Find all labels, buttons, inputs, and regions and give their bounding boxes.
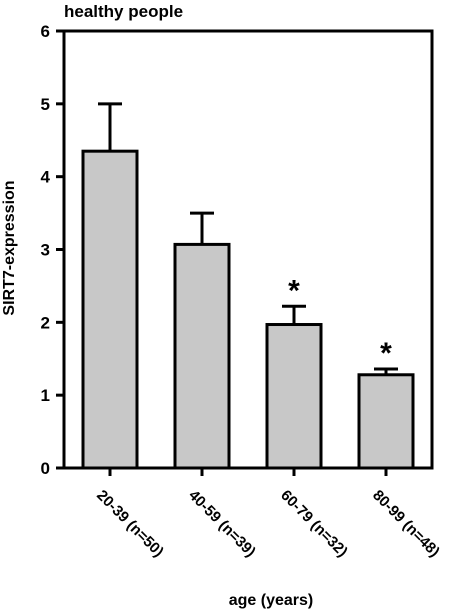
y-tick-label: 3 (41, 241, 50, 260)
category-label: 40-59 (n=39) (185, 487, 259, 561)
x-axis-label: age (years) (229, 592, 314, 609)
category-label: 60-79 (n=32) (277, 487, 351, 561)
y-axis-label: SIRT7-expression (1, 180, 18, 315)
category-label: 20-39 (n=50) (93, 487, 167, 561)
significance-asterisk: * (288, 274, 300, 307)
y-tick-label: 4 (41, 168, 51, 187)
category-label: 80-99 (n=48) (369, 487, 443, 561)
bar (173, 242, 231, 470)
bars (81, 149, 415, 470)
y-axis-ticks: 0 1 2 3 4 5 6 (41, 22, 64, 478)
y-tick-label: 1 (41, 386, 50, 405)
category-labels: 20-39 (n=50) 40-59 (n=39) 60-79 (n=32) 80-9… (93, 487, 443, 561)
significance-asterisk: * (380, 337, 392, 370)
chart-title: healthy people (64, 2, 183, 21)
plot-frame (62, 29, 434, 470)
error-bars (98, 102, 398, 375)
y-tick-label: 6 (41, 22, 50, 41)
y-tick-label: 0 (41, 459, 50, 478)
x-axis-ticks (108, 468, 388, 476)
y-tick-label: 5 (41, 95, 50, 114)
bar (265, 323, 323, 470)
significance-markers: ** (288, 274, 392, 370)
bar (357, 373, 415, 470)
y-tick-label: 2 (41, 313, 50, 332)
bar (81, 149, 139, 470)
